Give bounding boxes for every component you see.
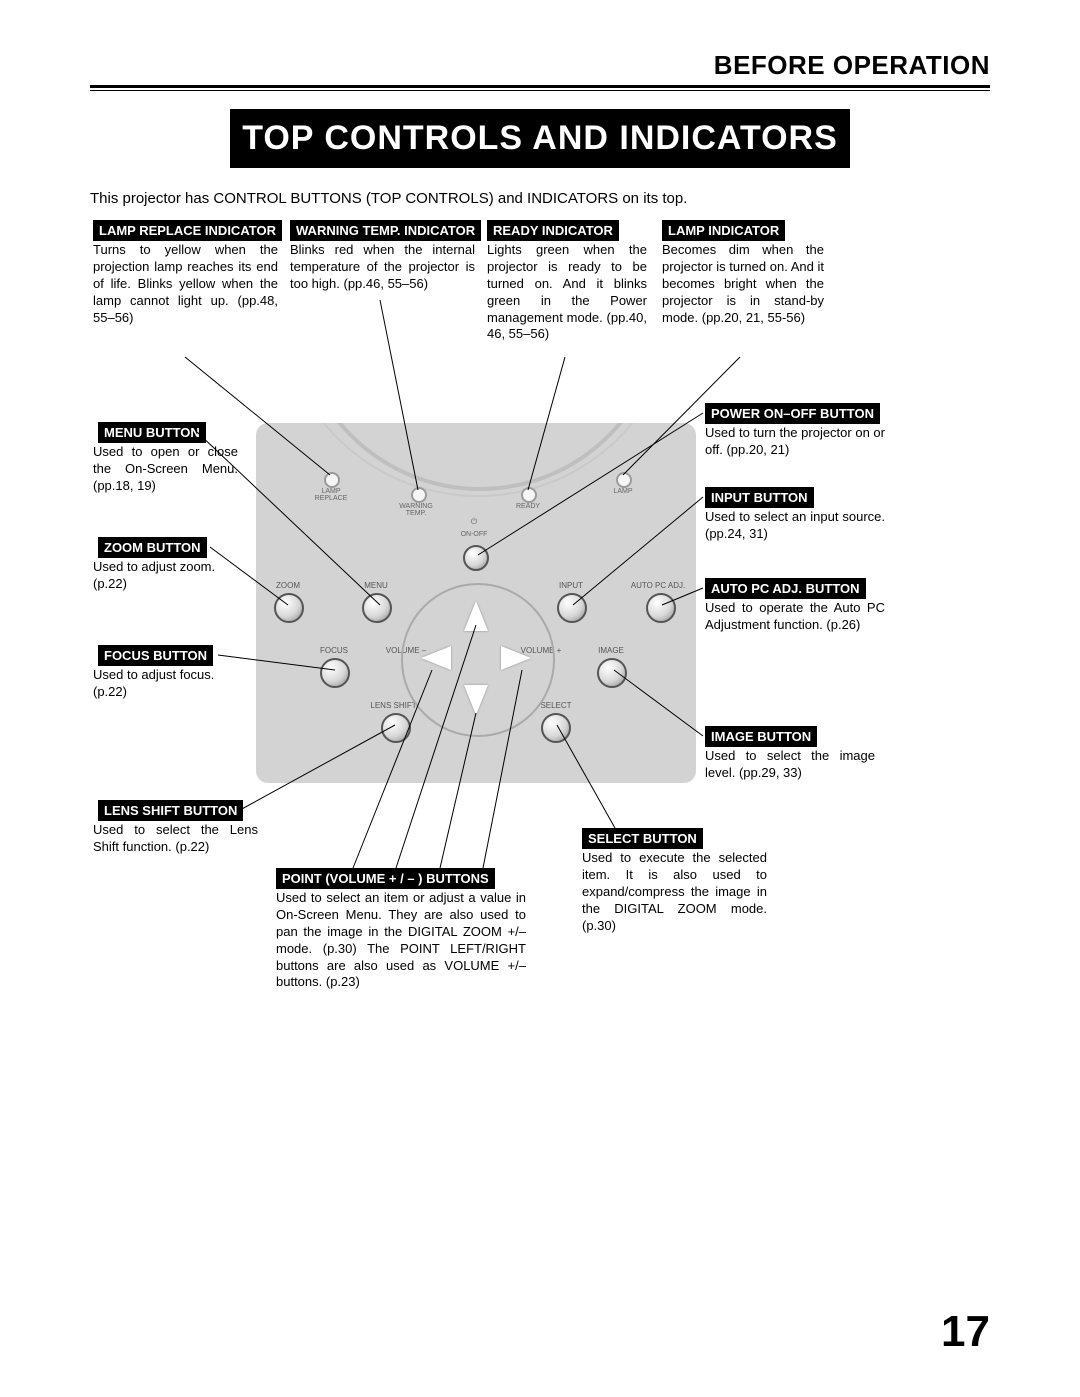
input-text: Used to select an input source. (pp.24, … [705, 509, 885, 543]
btn-label: ZOOM [268, 581, 308, 590]
divider-thin [90, 90, 990, 91]
input-label: INPUT BUTTON [705, 487, 814, 508]
lamp-replace-text: Turns to yellow when the projection lamp… [93, 242, 278, 326]
ind-label: LAMP [603, 488, 643, 495]
power-text: Used to turn the projector on or off. (p… [705, 425, 885, 459]
divider-thick [90, 85, 990, 88]
lamp-replace-indicator [324, 472, 340, 488]
zoom-text: Used to adjust zoom. (p.22) [93, 559, 248, 593]
btn-label: AUTO PC ADJ. [628, 581, 688, 590]
intro-text: This projector has CONTROL BUTTONS (TOP … [90, 190, 990, 207]
focus-button[interactable] [320, 658, 350, 688]
lens-shift-label: LENS SHIFT BUTTON [98, 800, 243, 821]
autopc-label: AUTO PC ADJ. BUTTON [705, 578, 866, 599]
zoom-label: ZOOM BUTTON [98, 537, 207, 558]
select-text: Used to execute the selected item. It is… [582, 850, 767, 934]
focus-label: FOCUS BUTTON [98, 645, 213, 666]
focus-text: Used to adjust focus. (p.22) [93, 667, 248, 701]
ready-text: Lights green when the projector is ready… [487, 242, 647, 343]
warning-temp-text: Blinks red when the internal temperature… [290, 242, 475, 293]
menu-label: MENU BUTTON [98, 422, 206, 443]
point-down-button[interactable] [464, 685, 488, 715]
input-button[interactable] [557, 593, 587, 623]
power-button[interactable] [463, 545, 489, 571]
btn-label: FOCUS [314, 646, 354, 655]
btn-label: IMAGE [591, 646, 631, 655]
btn-label: INPUT [551, 581, 591, 590]
btn-label: MENU [356, 581, 396, 590]
point-up-button[interactable] [464, 601, 488, 631]
onoff-symbol: ⏻ [454, 518, 494, 526]
ind-label: READY [508, 503, 548, 510]
warning-temp-indicator [411, 487, 427, 503]
image-button[interactable] [597, 658, 627, 688]
image-text: Used to select the image level. (pp.29, … [705, 748, 875, 782]
zoom-button[interactable] [274, 593, 304, 623]
point-right-button[interactable] [501, 646, 531, 670]
control-panel-diagram: LAMP REPLACE WARNING TEMP. READY LAMP ⏻ … [256, 423, 696, 783]
image-label: IMAGE BUTTON [705, 726, 817, 747]
lamp-replace-label: LAMP REPLACE INDICATOR [93, 220, 282, 241]
warning-temp-label: WARNING TEMP. INDICATOR [290, 220, 481, 241]
lamp-text: Becomes dim when the projector is turned… [662, 242, 824, 326]
select-button[interactable] [541, 713, 571, 743]
power-label: POWER ON–OFF BUTTON [705, 403, 880, 424]
point-label: POINT (VOLUME + / – ) BUTTONS [276, 868, 495, 889]
page-title: TOP CONTROLS AND INDICATORS [230, 109, 850, 168]
page-number: 17 [941, 1307, 990, 1357]
point-text: Used to select an item or adjust a value… [276, 890, 526, 991]
menu-button[interactable] [362, 593, 392, 623]
point-left-button[interactable] [421, 646, 451, 670]
breadcrumb: BEFORE OPERATION [90, 50, 990, 85]
autopc-text: Used to operate the Auto PC Adjustment f… [705, 600, 885, 634]
lens-shift-text: Used to select the Lens Shift function. … [93, 822, 258, 856]
ready-indicator [521, 487, 537, 503]
lamp-label: LAMP INDICATOR [662, 220, 785, 241]
ind-label: LAMP REPLACE [311, 488, 351, 502]
auto-pc-button[interactable] [646, 593, 676, 623]
select-label: SELECT BUTTON [582, 828, 703, 849]
lamp-indicator [616, 472, 632, 488]
lens-shift-button[interactable] [381, 713, 411, 743]
ready-label: READY INDICATOR [487, 220, 619, 241]
btn-label: ON-OFF [454, 531, 494, 538]
ind-label: WARNING TEMP. [396, 503, 436, 517]
menu-text: Used to open or close the On-Screen Menu… [93, 444, 238, 495]
